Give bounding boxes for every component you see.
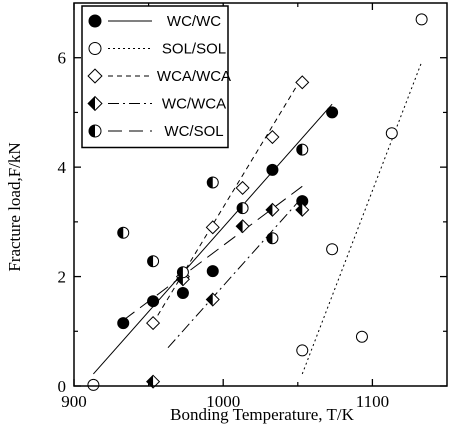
data-point bbox=[235, 219, 250, 234]
data-point bbox=[146, 316, 161, 331]
data-point bbox=[326, 106, 339, 119]
data-point bbox=[87, 378, 100, 391]
data-point bbox=[326, 243, 339, 256]
y-axis-label: Fracture load,F/kN bbox=[5, 142, 24, 271]
legend-box bbox=[81, 5, 229, 149]
legend-marker bbox=[87, 95, 103, 112]
x-tick-label: 900 bbox=[61, 392, 87, 411]
legend: WC/WC SOL/SOL WCA/WCA WC/WCA WC/SOL bbox=[81, 5, 231, 149]
y-tick-label: 2 bbox=[58, 268, 67, 287]
data-point bbox=[206, 176, 219, 189]
x-tick-label: 1000 bbox=[206, 392, 240, 411]
legend-marker bbox=[88, 42, 102, 55]
data-point bbox=[236, 202, 249, 215]
x-axis-label: Bonding Temperature, T/K bbox=[170, 405, 354, 424]
data-point bbox=[147, 295, 160, 308]
fit-line bbox=[167, 196, 303, 349]
y-tick-label: 4 bbox=[58, 158, 67, 177]
data-point bbox=[295, 75, 310, 90]
legend-label: WC/WC bbox=[167, 13, 221, 30]
legend-marker bbox=[88, 14, 102, 28]
fit-line bbox=[93, 103, 333, 375]
legend-label: WC/SOL bbox=[164, 123, 223, 140]
data-point bbox=[355, 330, 368, 343]
fit-line bbox=[301, 61, 423, 375]
data-point bbox=[296, 344, 309, 357]
data-point bbox=[296, 143, 309, 156]
data-point bbox=[147, 255, 160, 268]
data-point bbox=[206, 265, 219, 278]
data-point bbox=[385, 127, 398, 140]
data-points bbox=[87, 13, 428, 391]
data-point bbox=[415, 13, 428, 26]
fit-lines bbox=[93, 61, 423, 375]
data-point bbox=[176, 266, 189, 279]
data-point bbox=[205, 220, 220, 235]
data-point bbox=[146, 374, 161, 389]
x-tick-label: 1100 bbox=[356, 392, 389, 411]
fit-line bbox=[122, 185, 303, 321]
data-point bbox=[266, 232, 279, 245]
data-point bbox=[266, 163, 279, 176]
data-point bbox=[265, 202, 280, 217]
legend-label: WC/WCA bbox=[162, 96, 226, 113]
data-point bbox=[265, 130, 280, 145]
legend-marker bbox=[88, 124, 102, 138]
data-point bbox=[117, 317, 130, 330]
legend-label: SOL/SOL bbox=[162, 41, 226, 58]
data-point bbox=[235, 180, 250, 195]
plot-frame bbox=[73, 2, 448, 387]
fit-line bbox=[152, 76, 303, 324]
data-point bbox=[295, 202, 310, 217]
y-tick-label: 6 bbox=[58, 49, 67, 68]
legend-label: WCA/WCA bbox=[157, 68, 231, 85]
data-point bbox=[117, 226, 130, 239]
data-point bbox=[205, 292, 220, 307]
data-point bbox=[176, 286, 189, 299]
legend-marker bbox=[87, 68, 103, 84]
y-tick-label: 0 bbox=[58, 377, 67, 396]
